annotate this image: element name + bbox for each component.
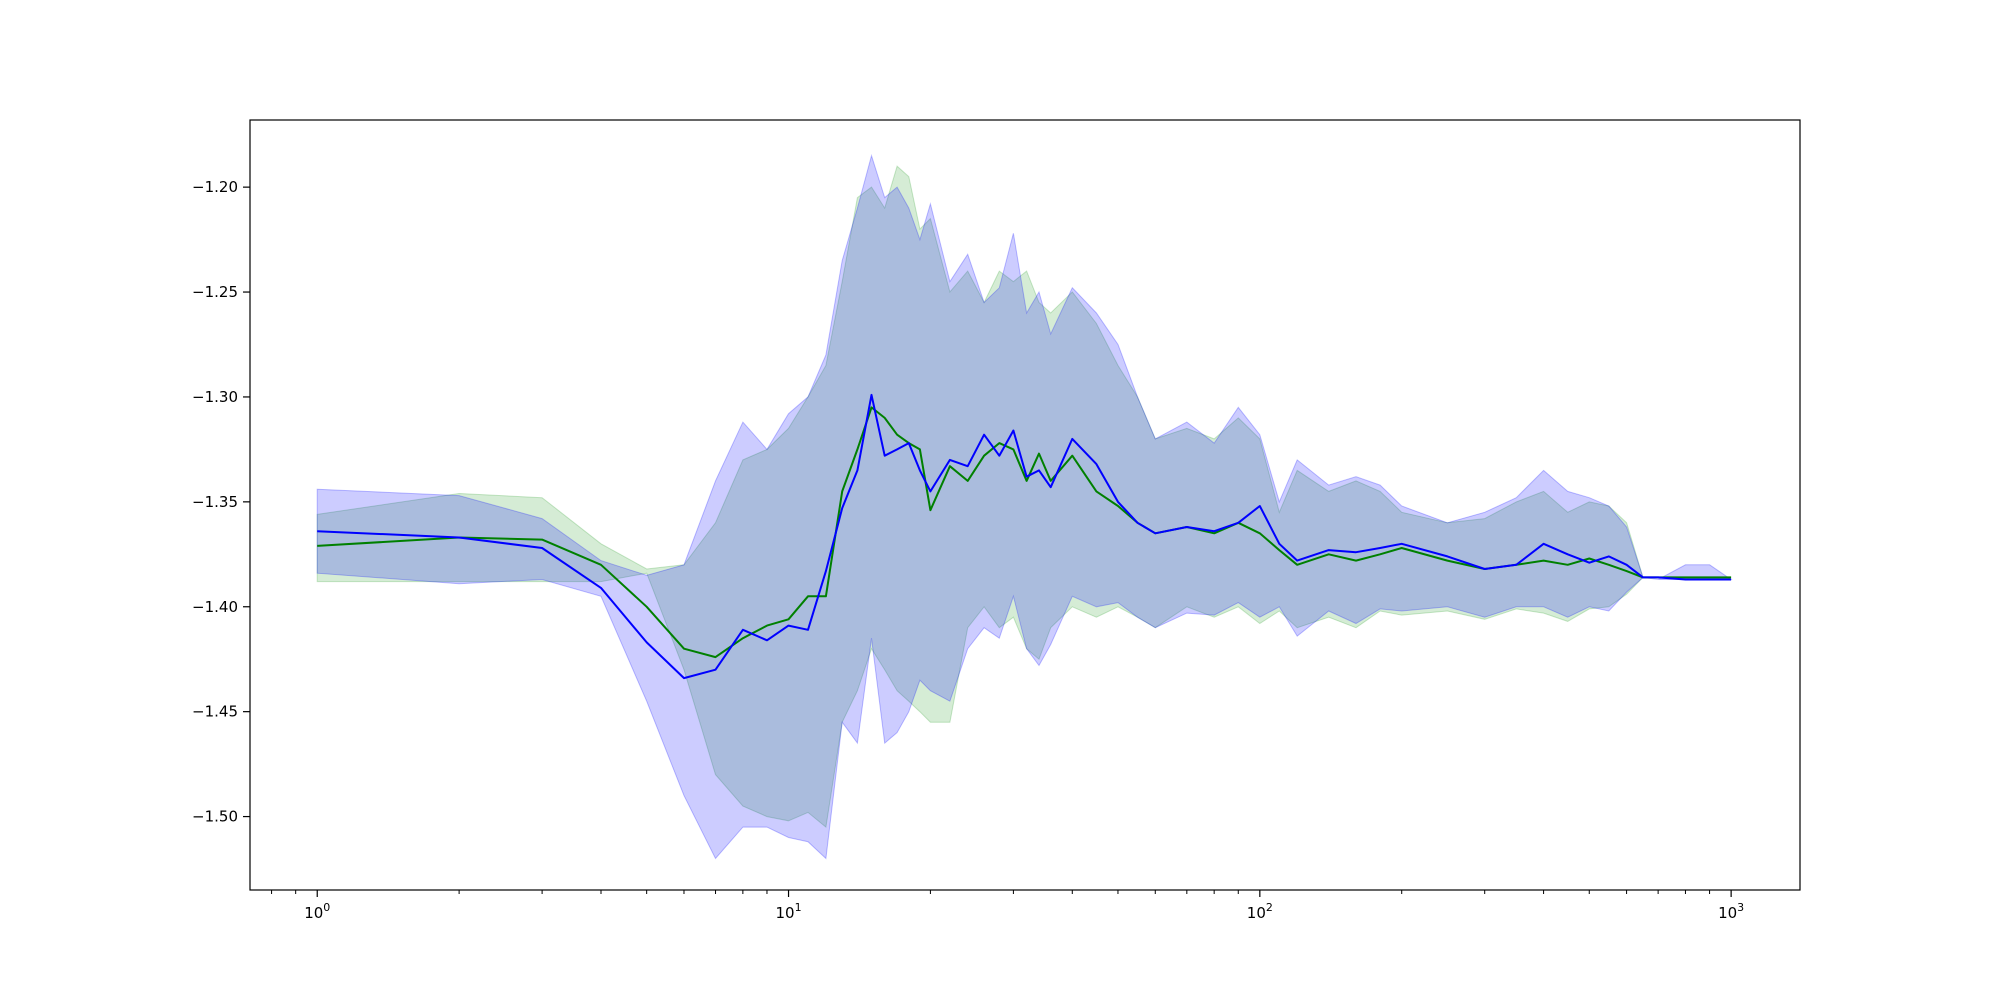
y-tick-label: −1.45 <box>192 703 238 721</box>
y-tick-label: −1.35 <box>192 493 238 511</box>
y-tick-label: −1.40 <box>192 598 238 616</box>
y-tick-label: −1.20 <box>192 178 238 196</box>
x-tick-label: 102 <box>1247 901 1273 922</box>
x-tick-label: 103 <box>1718 901 1744 922</box>
series-2-line <box>317 393 1732 680</box>
x-tick-label: 100 <box>304 901 330 922</box>
x-axis: 100 101 102 103 <box>271 890 1744 922</box>
mean-lines <box>317 393 1732 680</box>
plot-frame <box>249 119 1801 891</box>
x-tick-label: 101 <box>775 901 801 922</box>
y-tick-label: −1.30 <box>192 388 238 406</box>
y-tick-label: −1.50 <box>192 808 238 826</box>
y-tick-label: −1.25 <box>192 283 238 301</box>
series-1-line <box>317 406 1732 659</box>
y-axis: −1.20 −1.25 −1.30 −1.35 −1.40 −1.45 −1.50 <box>192 178 250 826</box>
